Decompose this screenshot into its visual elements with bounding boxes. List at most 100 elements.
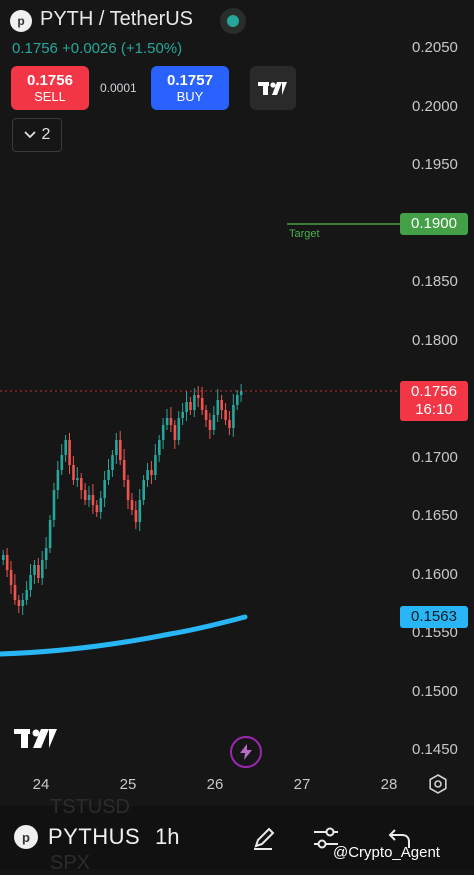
spread-value: 0.0001 (100, 81, 137, 95)
candle-body (177, 418, 181, 440)
candle-body (224, 410, 227, 420)
candle-body (21, 600, 25, 606)
time-axis-label: 27 (293, 776, 311, 793)
candle-body (83, 490, 87, 500)
candle-body (208, 420, 212, 430)
candle-body (126, 480, 130, 500)
candle-body (193, 395, 196, 410)
time-axis-label: 28 (380, 776, 398, 793)
chevron-down-icon (23, 131, 36, 139)
price-axis-label: 0.1850 (412, 273, 458, 290)
target-price: 0.1900 (411, 215, 457, 232)
tradingview-logo-button[interactable] (250, 66, 296, 110)
indicators-sliders-icon[interactable] (312, 824, 340, 852)
candle-body (220, 400, 223, 410)
candle-body (228, 420, 231, 428)
interval-button[interactable]: 1h (155, 824, 180, 849)
lightning-icon (240, 744, 252, 760)
candle-body (239, 391, 243, 395)
candle-body (95, 505, 99, 512)
candle-body (138, 500, 142, 522)
toolbar-symbol-button[interactable]: PYTHUS (48, 824, 141, 849)
candle-body (134, 510, 138, 522)
time-axis-label: 25 (119, 776, 137, 793)
tradingview-logo-icon (258, 82, 287, 95)
candle-body (165, 418, 169, 425)
indicator-count: 2 (41, 126, 51, 143)
candle-body (91, 495, 95, 505)
price-axis-label: 0.1700 (412, 448, 458, 466)
ma-value-tag: 0.1563 (400, 606, 468, 628)
candle-body (189, 402, 192, 410)
price-axis-label: 0.1650 (412, 507, 458, 524)
candle-body (169, 418, 173, 425)
candle-body (17, 600, 21, 606)
candle-body (25, 590, 28, 600)
candle-body (72, 465, 75, 480)
candle-body (146, 470, 149, 480)
candle-body (111, 455, 114, 470)
candle-body (181, 412, 184, 418)
candle-body (9, 570, 13, 585)
candle-body (154, 455, 157, 475)
chart-settings-icon[interactable] (428, 774, 448, 794)
time-axis-label: 26 (206, 776, 224, 793)
symbol-suggestion-below: SPX (50, 852, 91, 874)
chart-canvas[interactable] (0, 0, 474, 806)
candle-body (60, 455, 64, 470)
candle-body (103, 480, 106, 498)
toolbar-symbol-logo[interactable]: p (14, 825, 38, 849)
market-status-indicator[interactable] (220, 8, 246, 34)
symbol-logo[interactable]: p (10, 10, 32, 32)
target-label: Target (289, 228, 320, 240)
candle-body (142, 480, 145, 500)
candle-body (150, 470, 153, 475)
buy-button[interactable]: 0.1757 BUY (151, 66, 229, 110)
candle-body (185, 402, 188, 412)
candle-body (56, 470, 60, 490)
bar-countdown: 16:10 (415, 401, 453, 418)
undo-icon[interactable] (386, 824, 414, 852)
last-price: 0.1756 (411, 383, 457, 400)
candle-body (161, 425, 165, 440)
indicators-collapse-button[interactable]: 2 (12, 118, 62, 152)
time-axis-label: 24 (32, 776, 50, 793)
candle-body (44, 548, 48, 560)
price-axis-label: 0.1800 (412, 331, 458, 349)
tradingview-watermark-icon (14, 729, 57, 748)
candle-body (76, 478, 79, 480)
candle-body (200, 398, 204, 410)
candle-body (48, 520, 52, 548)
candle-body (41, 560, 44, 578)
candle-body (173, 425, 177, 440)
candle-body (52, 490, 56, 520)
price-axis-label: 0.1500 (412, 682, 458, 700)
candle-body (236, 395, 239, 405)
flash-button[interactable] (230, 736, 262, 768)
price-axis-label: 0.2050 (412, 39, 458, 56)
candle-body (197, 395, 200, 398)
buy-label: BUY (176, 89, 204, 104)
candle-body (29, 575, 32, 590)
drawing-tools-pencil-icon[interactable] (250, 824, 278, 852)
candle-body (119, 440, 122, 460)
candle-body (204, 410, 208, 420)
candle-body (5, 555, 9, 570)
candle-body (99, 498, 103, 512)
candlestick-series (2, 384, 243, 615)
target-price-tag[interactable]: 0.1900 (400, 213, 468, 235)
candle-body (107, 470, 110, 480)
candle-body (115, 440, 118, 455)
watermark-text: @Crypto_Agent (333, 844, 440, 861)
candle-body (37, 565, 40, 578)
ma-value: 0.1563 (411, 608, 457, 625)
sell-price: 0.1756 (27, 72, 73, 89)
symbol-title[interactable]: PYTH / TetherUS (40, 8, 194, 30)
candle-body (2, 555, 5, 560)
candle-body (212, 415, 216, 430)
candle-body (216, 400, 220, 415)
price-axis-label: 0.2000 (412, 97, 458, 115)
sell-button[interactable]: 0.1756 SELL (11, 66, 89, 110)
moving-average-line (0, 614, 248, 657)
bottom-toolbar (0, 806, 474, 870)
